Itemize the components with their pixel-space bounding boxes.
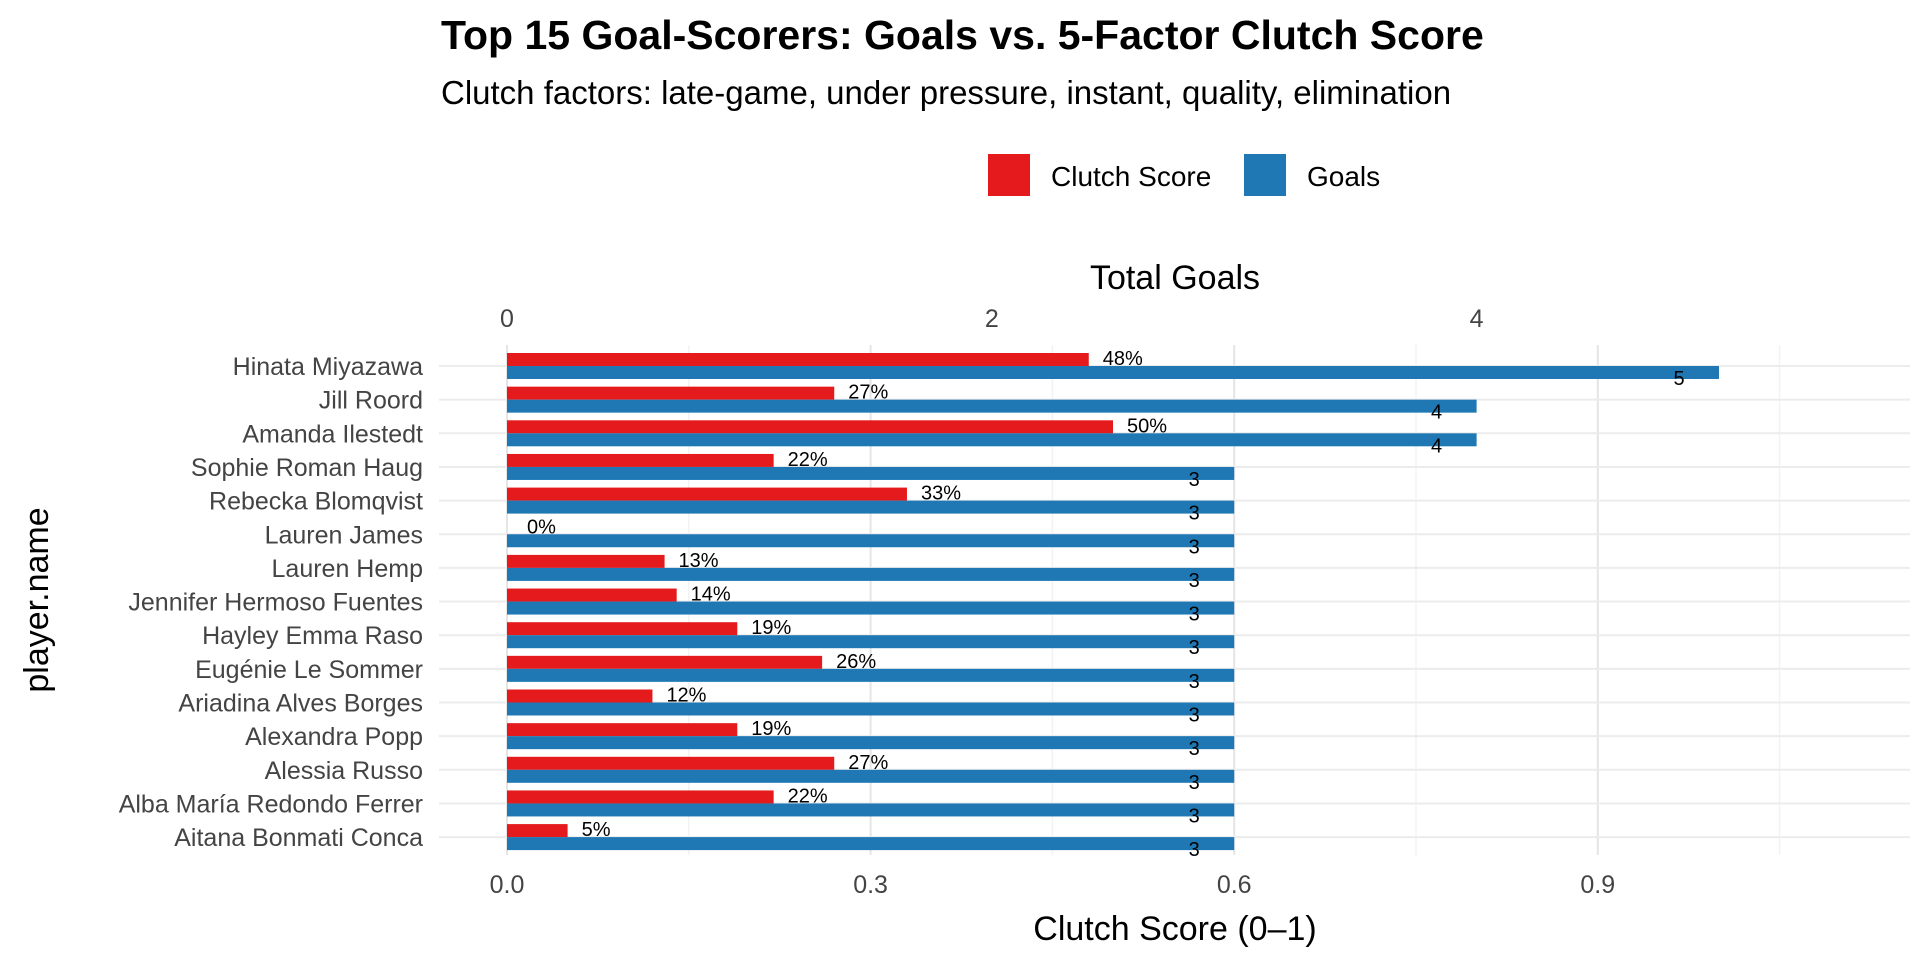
x-tick-label-top: 4: [1470, 305, 1484, 333]
clutch-data-label: 22%: [788, 785, 828, 807]
x-tick-label-top: 2: [985, 305, 999, 333]
legend: Clutch Score Goals: [988, 154, 1380, 196]
y-tick-label: Alexandra Popp: [245, 723, 423, 751]
goals-data-label: 3: [1189, 570, 1200, 592]
clutch-data-label: 33%: [921, 483, 961, 505]
goals-bar: [507, 500, 1235, 514]
goals-bar: [507, 668, 1235, 682]
clutch-data-label: 19%: [751, 718, 791, 740]
clutch-data-label: 14%: [691, 584, 731, 606]
axes: Hinata Miyazawa Jill Roord Amanda Ilestedt…: [119, 305, 1615, 899]
goals-data-label: 5: [1673, 368, 1684, 390]
y-tick-label: Eugénie Le Sommer: [195, 656, 423, 684]
goals-data-label: 3: [1189, 738, 1200, 760]
goals-bar: [507, 635, 1235, 649]
clutch-data-label: 22%: [788, 449, 828, 471]
clutch-bar: [507, 554, 665, 568]
goals-data-label: 3: [1189, 469, 1200, 491]
goals-bar: [507, 567, 1235, 581]
bars: [507, 353, 1719, 851]
goals-bar: [507, 601, 1235, 615]
y-tick-label: Ariadina Alves Borges: [178, 690, 423, 718]
clutch-bar: [507, 824, 568, 838]
goals-bar: [507, 433, 1477, 447]
x-tick-label-bottom: 0.0: [490, 871, 525, 899]
clutch-bar: [507, 353, 1089, 366]
x-tick-label-bottom: 0.3: [853, 871, 888, 899]
clutch-data-label: 12%: [666, 685, 706, 707]
y-tick-label: Alessia Russo: [265, 757, 423, 785]
clutch-data-label: 13%: [679, 550, 719, 572]
clutch-bar: [507, 790, 774, 804]
goals-data-label: 3: [1189, 805, 1200, 827]
clutch-bar: [507, 588, 677, 602]
goals-data-label: 3: [1189, 839, 1200, 861]
goals-data-label: 4: [1431, 435, 1442, 457]
clutch-bar: [507, 487, 907, 501]
goals-bar: [507, 837, 1235, 851]
goals-data-label: 3: [1189, 536, 1200, 558]
goals-data-label: 4: [1431, 402, 1442, 424]
x-tick-label-top: 0: [500, 305, 514, 333]
y-axis-title: player.name: [18, 507, 56, 692]
data-labels: 48% 5 27% 4 50% 4 22% 3 33% 3 0% 3 13% 3 14% 3 19% 3 26% 3 1…: [527, 348, 1685, 861]
y-tick-label: Aitana Bonmati Conca: [174, 824, 423, 852]
clutch-bar: [507, 756, 835, 770]
x-axis-title-bottom: Clutch Score (0–1): [1033, 910, 1316, 948]
x-axis-title-top: Total Goals: [1090, 259, 1260, 297]
y-tick-label: Jill Roord: [319, 387, 423, 415]
legend-swatch-clutch: [988, 154, 1030, 196]
y-tick-label: Rebecka Blomqvist: [209, 488, 423, 516]
chart-title: Top 15 Goal-Scorers: Goals vs. 5-Factor …: [441, 12, 1484, 58]
goals-bar: [507, 702, 1235, 716]
clutch-bar: [507, 655, 823, 669]
goals-bar: [507, 399, 1477, 413]
clutch-bar: [507, 723, 738, 737]
x-tick-label-bottom: 0.6: [1217, 871, 1252, 899]
x-tick-label-bottom: 0.9: [1580, 871, 1615, 899]
y-tick-label: Lauren James: [265, 521, 423, 549]
goals-data-label: 3: [1189, 705, 1200, 727]
clutch-data-label: 26%: [836, 651, 876, 673]
goals-data-label: 3: [1189, 772, 1200, 794]
goals-bar: [507, 534, 1235, 548]
y-tick-label: Lauren Hemp: [272, 555, 423, 583]
legend-swatch-goals: [1244, 154, 1286, 196]
goals-data-label: 3: [1189, 604, 1200, 626]
clutch-bar: [507, 689, 653, 703]
goals-bar: [507, 803, 1235, 817]
clutch-data-label: 50%: [1127, 415, 1167, 437]
legend-label-clutch: Clutch Score: [1051, 161, 1211, 192]
clutch-data-label: 27%: [848, 752, 888, 774]
clutch-bar: [507, 453, 774, 467]
goals-bar: [507, 366, 1719, 379]
clutch-bar: [507, 420, 1113, 434]
clutch-data-label: 0%: [527, 516, 556, 538]
clutch-bar: [507, 386, 835, 400]
goals-bar: [507, 736, 1235, 750]
clutch-bar: [507, 622, 738, 636]
y-tick-label: Amanda Ilestedt: [242, 420, 423, 448]
goals-data-label: 3: [1189, 503, 1200, 525]
clutch-data-label: 27%: [848, 382, 888, 404]
goals-data-label: 3: [1189, 671, 1200, 693]
clutch-data-label: 19%: [751, 617, 791, 639]
y-tick-label: Alba María Redondo Ferrer: [119, 790, 423, 818]
goals-bar: [507, 769, 1235, 783]
chart-subtitle: Clutch factors: late-game, under pressur…: [441, 74, 1452, 111]
y-tick-label: Sophie Roman Haug: [191, 454, 423, 482]
legend-label-goals: Goals: [1307, 161, 1380, 192]
clutch-data-label: 48%: [1103, 348, 1143, 370]
y-tick-label: Hayley Emma Raso: [202, 622, 423, 650]
clutch-data-label: 5%: [582, 819, 611, 841]
y-tick-label: Jennifer Hermoso Fuentes: [128, 589, 423, 617]
goals-data-label: 3: [1189, 637, 1200, 659]
y-tick-label: Hinata Miyazawa: [233, 353, 423, 381]
goals-bar: [507, 466, 1235, 480]
